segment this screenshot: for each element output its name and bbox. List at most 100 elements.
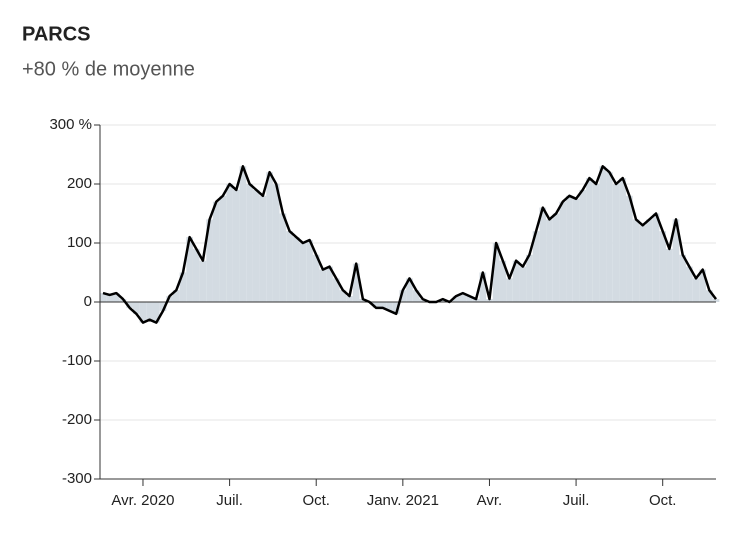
area-bar: [372, 302, 380, 308]
area-bar: [606, 172, 613, 302]
area-bar: [239, 166, 247, 302]
y-tick-label: 300 %: [49, 116, 92, 133]
area-bar: [186, 237, 193, 302]
area-bar: [539, 207, 547, 302]
y-tick-label: -200: [62, 411, 92, 428]
y-tick-label: 0: [84, 293, 92, 310]
area-bar: [419, 299, 427, 302]
area-bar: [492, 243, 500, 302]
area-bar: [179, 272, 187, 302]
area-bar: [252, 189, 260, 302]
y-tick-label: -300: [62, 470, 92, 487]
area-bar: [519, 266, 527, 302]
area-bar: [546, 219, 553, 302]
area-bar: [486, 299, 493, 302]
area-bar: [286, 231, 293, 302]
area-bar: [192, 248, 200, 302]
area-bar: [99, 293, 107, 302]
area-bar: [599, 166, 607, 302]
area-bar: [319, 269, 327, 302]
area-bar: [512, 260, 520, 302]
area-bar: [352, 263, 360, 302]
area-bar: [479, 272, 487, 302]
area-bar: [399, 290, 407, 302]
x-tick-label: Avr. 2020: [111, 492, 174, 509]
area-bar: [306, 240, 313, 302]
area-bar: [626, 195, 633, 302]
area-bar: [586, 178, 593, 302]
y-tick-label: -100: [62, 352, 92, 369]
area-bar: [659, 231, 667, 302]
area-bar: [232, 189, 240, 302]
area-bar: [112, 293, 120, 302]
area-bar: [579, 189, 587, 302]
area-bar: [712, 299, 720, 302]
area-bar: [472, 299, 480, 302]
area-bar: [692, 278, 700, 302]
area-bar: [506, 278, 513, 302]
y-tick-label: 100: [67, 234, 92, 251]
area-bar: [326, 266, 333, 302]
x-tick-label: Oct.: [649, 492, 677, 509]
area-bar: [552, 213, 560, 302]
area-bar: [279, 213, 287, 302]
area-bar: [379, 302, 387, 308]
area-bar: [226, 184, 233, 302]
area-bar: [679, 254, 687, 302]
area-bar: [566, 195, 573, 302]
x-tick-label: Juil.: [216, 492, 243, 509]
area-bar: [139, 302, 147, 323]
area-bar: [452, 296, 460, 302]
area-bar: [346, 296, 353, 302]
area-bar: [159, 302, 167, 311]
area-bar: [219, 195, 227, 302]
area-bar: [646, 219, 653, 302]
area-bar: [199, 260, 207, 302]
area-bar: [412, 290, 420, 302]
x-tick-label: Juil.: [563, 492, 590, 509]
area-bar: [332, 278, 340, 302]
area-bar: [386, 302, 393, 311]
area-bar: [592, 184, 600, 302]
area-bar: [246, 184, 253, 302]
area-bar: [706, 290, 713, 302]
area-bar: [686, 266, 693, 302]
area-bar: [699, 269, 707, 302]
chart-subtitle: +80 % de moyenne: [22, 58, 195, 80]
area-bar: [672, 219, 680, 302]
y-tick-label: 200: [67, 175, 92, 192]
area-bar: [612, 184, 620, 302]
area-bar: [172, 290, 180, 302]
area-bar: [126, 302, 133, 308]
area-bar: [526, 254, 533, 302]
area-bar: [339, 290, 347, 302]
area-bar: [212, 201, 220, 302]
x-tick-label: Avr.: [477, 492, 503, 509]
area-bar: [152, 302, 160, 323]
area-bar: [572, 198, 580, 302]
line: [102, 165, 717, 324]
area-bar: [559, 201, 567, 302]
area-bar: [312, 254, 320, 302]
area-bar: [532, 231, 540, 302]
area-bar: [272, 184, 280, 302]
area-bar: [106, 294, 113, 302]
area-bar: [439, 299, 447, 302]
area-bar: [666, 248, 673, 302]
area-bar: [146, 302, 153, 320]
area-bar: [132, 302, 140, 314]
area-bar: [466, 296, 473, 302]
area-bar: [652, 213, 660, 302]
area-bar: [632, 219, 640, 302]
area-bar: [499, 260, 507, 302]
area-bar: [359, 299, 367, 302]
area-bar: [259, 195, 267, 302]
area-bar: [206, 219, 213, 302]
area-bar: [292, 237, 300, 302]
x-tick-label: Janv. 2021: [367, 492, 439, 509]
area-bar: [392, 302, 400, 314]
x-tick-label: Oct.: [302, 492, 330, 509]
area-bar: [639, 225, 647, 302]
